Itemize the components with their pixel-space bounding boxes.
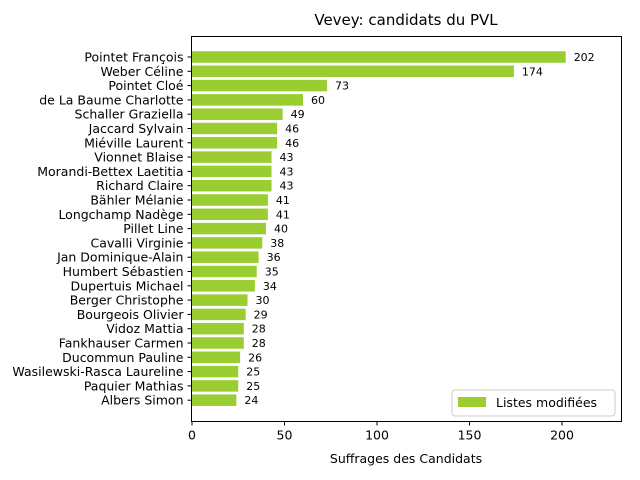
bar [192,394,237,406]
y-tick-label: Humbert Sébastien [63,264,184,279]
y-tick-label: Ducommun Pauline [62,350,184,365]
bar-value-label: 30 [256,294,270,307]
bar [192,179,272,192]
y-tick-label: de La Baume Charlotte [39,92,184,107]
y-tick-label: Berger Christophe [70,293,184,308]
y-tick-label: Wasilewski-Rasca Laureline [12,364,183,379]
bar [192,108,283,120]
y-tick-label: Albers Simon [101,393,183,408]
y-tick-label: Jan Dominique-Alain [56,250,183,265]
bar-value-label: 46 [285,123,299,136]
y-tick-label: Weber Céline [100,64,183,79]
bar [192,380,239,392]
bar-value-label: 43 [280,151,294,164]
bar [192,51,566,63]
bar [192,151,272,163]
bar-value-label: 35 [265,266,279,279]
bar-value-label: 25 [246,366,260,379]
legend-label: Listes modifiées [496,395,597,410]
y-tick-label: Bourgeois Olivier [77,307,185,322]
legend-swatch [458,397,486,407]
y-tick-label: Schaller Graziella [75,107,184,122]
bar [192,294,248,306]
bar-value-label: 34 [263,280,277,293]
y-tick-label: Pillet Line [123,221,184,236]
bar [192,280,255,292]
y-tick-label: Fankhauser Carmen [59,336,184,351]
bar [192,94,303,106]
y-tick-label: Pointet Cloé [108,78,183,93]
bar [192,308,246,321]
bar-value-label: 29 [254,308,268,321]
bar-value-label: 25 [246,380,260,393]
x-tick-label: 100 [365,428,389,443]
bar [192,208,268,221]
y-tick-label: Bähler Mélanie [90,193,183,208]
bar [192,351,241,364]
bar [192,222,266,235]
bar [192,79,328,92]
x-tick-label: 0 [188,428,196,443]
bar [192,122,278,135]
bar-value-label: 41 [276,194,290,207]
y-tick-label: Dupertuis Michael [71,278,184,293]
bars-group: 2021747360494646434343414140383635343029… [192,51,595,407]
bar [192,265,257,278]
bar-value-label: 73 [335,80,349,93]
y-tick-label: Longchamp Nadège [58,207,183,222]
bar [192,251,259,263]
x-tick-label: 200 [550,428,574,443]
y-tick-label: Pointet François [84,50,183,65]
plot-frame [191,36,622,422]
bar-value-label: 43 [280,180,294,193]
bar-value-label: 24 [244,394,258,407]
x-tick-label: 50 [277,428,293,443]
y-tick-label: Vidoz Mattia [106,321,183,336]
bar-value-label: 26 [248,351,262,364]
legend-box [451,389,616,417]
bar [192,137,278,149]
bar-value-label: 38 [270,237,284,250]
bar-value-label: 43 [280,165,294,178]
bar-value-label: 36 [267,251,281,264]
y-tick-label: Vionnet Blaise [94,150,184,165]
bar [192,365,239,378]
bar [192,337,244,349]
y-tick-label: Paquier Mathias [84,378,184,393]
bar-value-label: 49 [291,108,305,121]
y-tick-label: Miéville Laurent [84,135,183,150]
bar-value-label: 28 [252,323,266,336]
y-tick-label: Jaccard Sylvain [88,121,184,136]
x-axis-ticks: 0 50 100 150 200 [188,421,574,443]
x-tick-label: 150 [458,428,482,443]
y-tick-label: Morandi-Bettex Laetitia [37,164,183,179]
bar [192,165,272,178]
y-tick-label: Cavalli Virginie [91,235,184,250]
bar-value-label: 40 [274,223,288,236]
legend: Listes modifiées [451,389,616,417]
x-axis-label: Suffrages des Candidats [330,451,482,466]
chart-title: Vevey: candidats du PVL [314,11,498,29]
bar-value-label: 41 [276,208,290,221]
bar-value-label: 202 [574,51,595,64]
bar [192,65,514,78]
bar-value-label: 28 [252,337,266,350]
bar-value-label: 46 [285,137,299,150]
bar-value-label: 174 [522,65,543,78]
y-tick-label: Richard Claire [96,178,184,193]
bar-value-label: 60 [311,94,325,107]
bar [192,322,244,335]
bar [192,194,268,206]
bar [192,237,263,249]
